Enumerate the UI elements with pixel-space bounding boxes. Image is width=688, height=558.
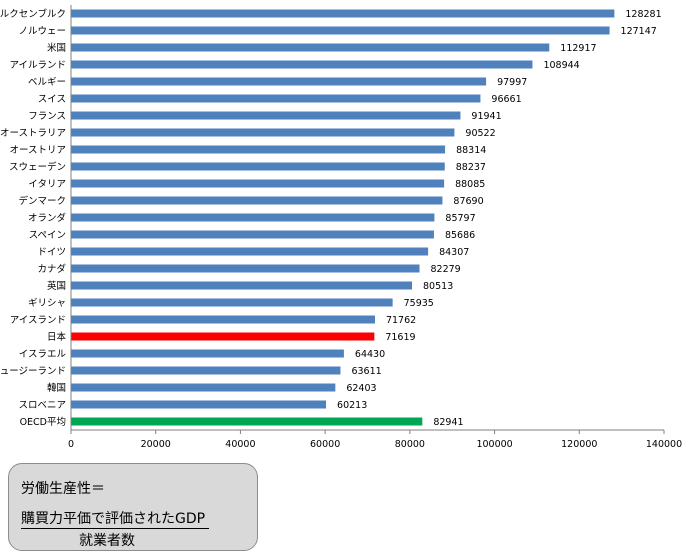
bar [71,383,336,392]
bar [71,298,393,307]
x-tick-label: 120000 [561,439,597,450]
value-labels: 128281 127147 112917 108944 97997 96661 91941 9… [337,9,662,428]
bar [71,213,435,222]
bar [71,43,550,52]
category-label: 米国 [47,42,66,54]
category-label: ニュージーランド [0,366,66,377]
category-label: ノルウェー [18,26,66,37]
bar [71,332,375,341]
bar [71,9,615,18]
value-label: 108944 [543,60,579,71]
category-label: アイスランド [10,315,66,326]
category-label: イスラエル [19,349,67,360]
category-label: デンマーク [18,195,66,207]
category-label: スロベニア [18,400,66,411]
bar [71,247,429,256]
bar [71,111,461,120]
category-label: スペイン [29,230,66,241]
value-label: 82941 [433,417,463,428]
gdp-per-worker-bar-chart: ルクセンブルクノルウェー米国アイルランドベルギースイスフランスオーストラリアオー… [0,5,682,450]
value-label: 84307 [439,247,469,258]
value-label: 112917 [560,43,596,54]
category-label: 韓国 [47,383,66,394]
bar [71,366,341,375]
fraction-line [21,528,209,529]
formula-box: 労働生産性＝ 購買力平価で評価されたGDP 就業者数 [8,463,258,551]
value-label: 85797 [445,213,475,224]
formula-title: 労働生産性＝ [21,481,105,497]
bar [71,128,455,137]
category-label: ベルギー [28,77,66,88]
category-label: ギリシャ [28,298,66,309]
bar [71,281,413,290]
value-label: 127147 [621,26,657,37]
bar [71,26,610,35]
value-label: 88314 [456,145,486,156]
value-label: 90522 [465,128,495,139]
x-tick-label: 20000 [141,439,171,450]
category-label: OECD平均 [20,416,66,428]
category-label: ルクセンブルク [0,8,66,20]
category-label: カナダ [37,263,66,275]
value-label: 63611 [351,366,381,377]
bar [71,417,423,426]
value-label: 71619 [385,332,415,343]
bar [71,196,443,205]
formula-denominator: 就業者数 [79,533,135,549]
bar [71,162,445,171]
value-label: 60213 [337,400,367,411]
value-label: 88085 [455,179,485,190]
x-axis-ticks: 0 20000 40000 60000 80000 100000 120000 140000 [68,430,682,450]
bar [71,60,533,69]
value-label: 71762 [386,315,416,326]
category-label: スイス [38,94,66,105]
x-tick-label: 140000 [646,439,682,450]
category-label: イタリア [28,179,66,190]
bar [71,179,445,188]
category-label: ドイツ [37,247,66,258]
bar [71,230,434,239]
bars [71,9,615,426]
category-label: 英国 [47,280,66,292]
category-labels: ルクセンブルクノルウェー米国アイルランドベルギースイスフランスオーストラリアオー… [0,8,66,428]
value-label: 85686 [445,230,475,241]
x-tick-label: 80000 [395,439,425,450]
bar [71,94,481,103]
value-label: 75935 [404,298,434,309]
value-label: 62403 [346,383,376,394]
x-tick-label: 100000 [476,439,512,450]
bar [71,349,344,358]
category-label: アイルランド [9,60,66,71]
value-label: 88237 [456,162,486,173]
x-tick-label: 40000 [225,439,255,450]
bar [71,315,375,324]
category-label: オランダ [28,212,67,224]
bar [71,77,487,86]
formula-numerator: 購買力平価で評価されたGDP [21,511,206,527]
category-label: オーストリア [9,145,66,156]
value-label: 87690 [453,196,483,207]
value-label: 82279 [431,264,461,275]
value-label: 97997 [497,77,527,88]
value-label: 64430 [355,349,385,360]
value-label: 91941 [471,111,501,122]
value-label: 96661 [491,94,521,105]
x-tick-label: 0 [68,439,74,450]
category-label: フランス [28,111,66,122]
value-label: 80513 [423,281,453,292]
category-label: スウェーデン [9,161,66,173]
bar [71,145,446,154]
x-tick-label: 60000 [310,439,340,450]
bar [71,400,327,409]
value-label: 128281 [625,9,661,20]
category-label: 日本 [47,331,67,343]
bar [71,264,420,273]
category-label: オーストラリア [0,128,66,139]
